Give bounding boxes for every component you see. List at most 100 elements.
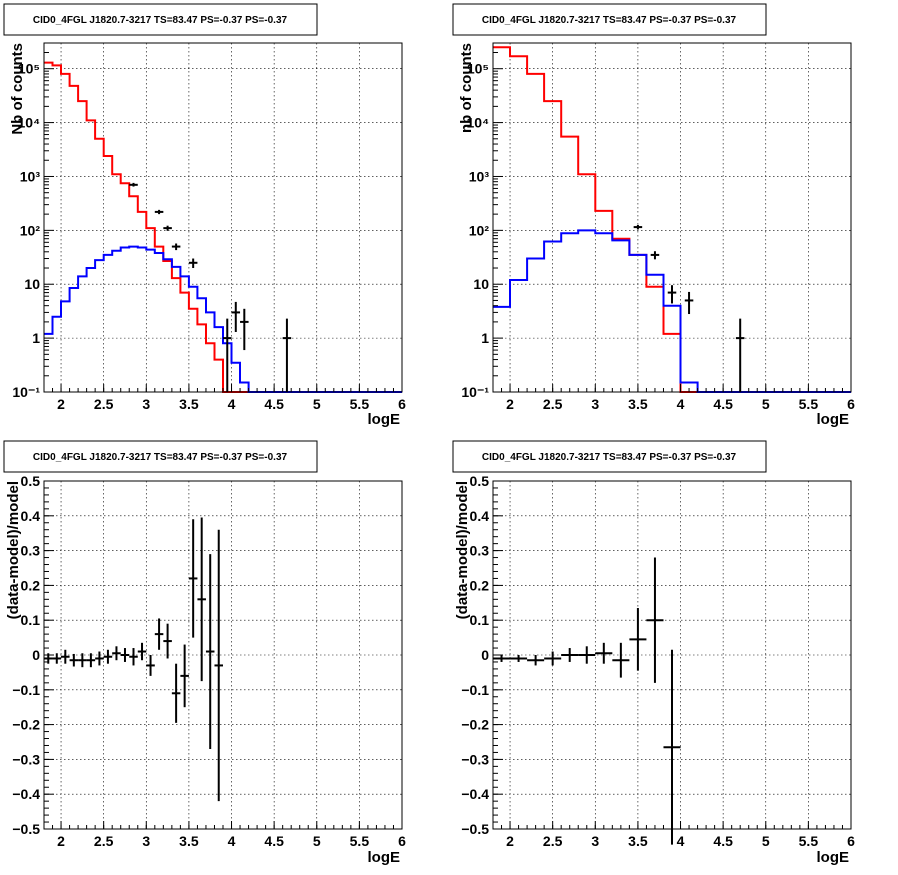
data-point	[171, 663, 181, 723]
data-point	[137, 642, 147, 661]
grid	[44, 480, 403, 830]
y-tick-label: −0.4	[12, 786, 40, 802]
data-point	[86, 653, 96, 668]
y-axis-title: (data-model)/model	[454, 481, 471, 619]
y-tick-label: 10⁴	[18, 115, 41, 131]
data-point	[231, 301, 241, 332]
x-tick-label: 4	[677, 833, 685, 849]
x-tick-label: 2	[57, 396, 65, 412]
x-tick-label: 4	[228, 396, 236, 412]
x-tick-label: 5.5	[799, 833, 819, 849]
y-tick-label: 10	[473, 276, 489, 292]
x-tick-label: 6	[398, 396, 406, 412]
y-tick-label: 0.5	[470, 473, 490, 489]
data-point	[188, 258, 198, 269]
y-tick-label: 0.2	[470, 577, 490, 593]
data-point	[78, 653, 87, 668]
data-point	[69, 653, 79, 667]
y-tick-label: 0.4	[21, 508, 41, 524]
y-tick-label: −0.1	[461, 682, 489, 698]
chart-title: CID0_4FGL J1820.7-3217 TS=83.47 PS=-0.37…	[33, 15, 288, 26]
y-tick-label: 0.1	[21, 612, 41, 628]
data-point	[61, 649, 70, 664]
y-axis-title: nb of counts	[458, 43, 475, 133]
y-tick-label: 0.1	[470, 612, 490, 628]
y-tick-label: 0.5	[21, 473, 41, 489]
data-point	[629, 608, 647, 671]
x-tick-label: 4.5	[264, 833, 284, 849]
grid	[493, 43, 852, 393]
data-point	[650, 251, 660, 260]
panel-bottom-right: CID0_4FGL J1820.7-3217 TS=83.47 PS=-0.37…	[452, 440, 855, 866]
y-ticks: 10⁻¹ 1 10 10² 10³ 10⁴ 10⁵	[461, 42, 503, 400]
x-tick-label: 3.5	[179, 833, 199, 849]
x-ticks: 2 2.5 3 3.5 4 4.5 5 5.5 6	[43, 384, 406, 412]
x-tick-label: 3	[142, 396, 150, 412]
data-point	[154, 618, 164, 650]
data-point	[612, 642, 630, 678]
y-tick-label: −0.2	[461, 717, 489, 733]
x-tick-label: 3	[142, 833, 150, 849]
x-tick-label: 3	[591, 396, 599, 412]
data-point	[646, 557, 664, 683]
x-tick-label: 3	[591, 833, 599, 849]
x-tick-label: 3.5	[179, 396, 199, 412]
y-axis-title: Nb of counts	[9, 43, 26, 135]
x-tick-label: 2.5	[94, 396, 114, 412]
x-ticks: 2 2.5 3 3.5 4 4.5 5 5.5 6	[43, 821, 406, 849]
y-tick-label: 0.4	[470, 508, 490, 524]
x-tick-label: 3.5	[628, 396, 648, 412]
y-tick-label: 1	[481, 330, 489, 346]
x-tick-label: 4.5	[713, 833, 733, 849]
y-tick-label: 10²	[469, 222, 490, 238]
data-point	[103, 649, 113, 664]
series-histogram	[493, 229, 851, 393]
x-tick-label: 2.5	[543, 833, 563, 849]
panel-bottom-left: CID0_4FGL J1820.7-3217 TS=83.47 PS=-0.37…	[3, 440, 406, 866]
chart-title: CID0_4FGL J1820.7-3217 TS=83.47 PS=-0.37…	[482, 15, 737, 26]
data-point	[510, 655, 528, 662]
y-tick-label: 0	[32, 647, 40, 663]
data-point	[129, 182, 138, 187]
x-tick-label: 4.5	[713, 396, 733, 412]
y-tick-label: −0.3	[12, 751, 40, 767]
y-tick-label: 10⁵	[467, 61, 489, 77]
data-point	[171, 243, 181, 251]
y-ticks: 10⁻¹ 1 10 10² 10³ 10⁴ 10⁵	[12, 42, 54, 400]
x-ticks: 2 2.5 3 3.5 4 4.5 5 5.5 6	[492, 384, 855, 412]
y-ticks: −0.5 −0.4 −0.3 −0.2 −0.1 0 0.1 0.2 0.3 0.4 0.5	[12, 473, 54, 837]
y-tick-label: −0.3	[461, 751, 489, 767]
data-point	[112, 646, 121, 661]
y-tick-label: 10	[24, 276, 40, 292]
y-tick-label: 10³	[469, 168, 490, 184]
y-tick-label: 1	[32, 330, 40, 346]
y-tick-label: 0	[481, 647, 489, 663]
data-point	[735, 318, 745, 392]
y-tick-label: 10⁻¹	[461, 384, 489, 400]
plot-frame	[492, 42, 852, 393]
y-tick-label: 10³	[20, 168, 41, 184]
x-tick-label: 6	[847, 396, 855, 412]
title-box	[452, 3, 767, 36]
data-point	[240, 308, 249, 351]
x-tick-label: 2.5	[543, 396, 563, 412]
y-tick-label: 10²	[20, 222, 41, 238]
x-tick-label: 6	[398, 833, 406, 849]
title-box	[452, 440, 767, 473]
x-tick-label: 5.5	[350, 833, 370, 849]
x-tick-label: 2	[57, 833, 65, 849]
chart-title: CID0_4FGL J1820.7-3217 TS=83.47 PS=-0.37…	[482, 452, 737, 463]
panel-top-left: CID0_4FGL J1820.7-3217 TS=83.47 PS=-0.37…	[3, 3, 406, 428]
x-tick-label: 4.5	[264, 396, 284, 412]
data-point	[663, 649, 681, 845]
x-ticks: 2 2.5 3 3.5 4 4.5 5 5.5 6	[492, 821, 855, 849]
data-point	[282, 318, 292, 392]
y-tick-label: −0.5	[12, 821, 40, 837]
data-point	[205, 554, 215, 749]
x-tick-label: 5	[313, 833, 321, 849]
y-tick-label: −0.2	[12, 717, 40, 733]
data-point	[129, 648, 138, 666]
x-tick-label: 5	[762, 833, 770, 849]
series	[44, 517, 223, 802]
